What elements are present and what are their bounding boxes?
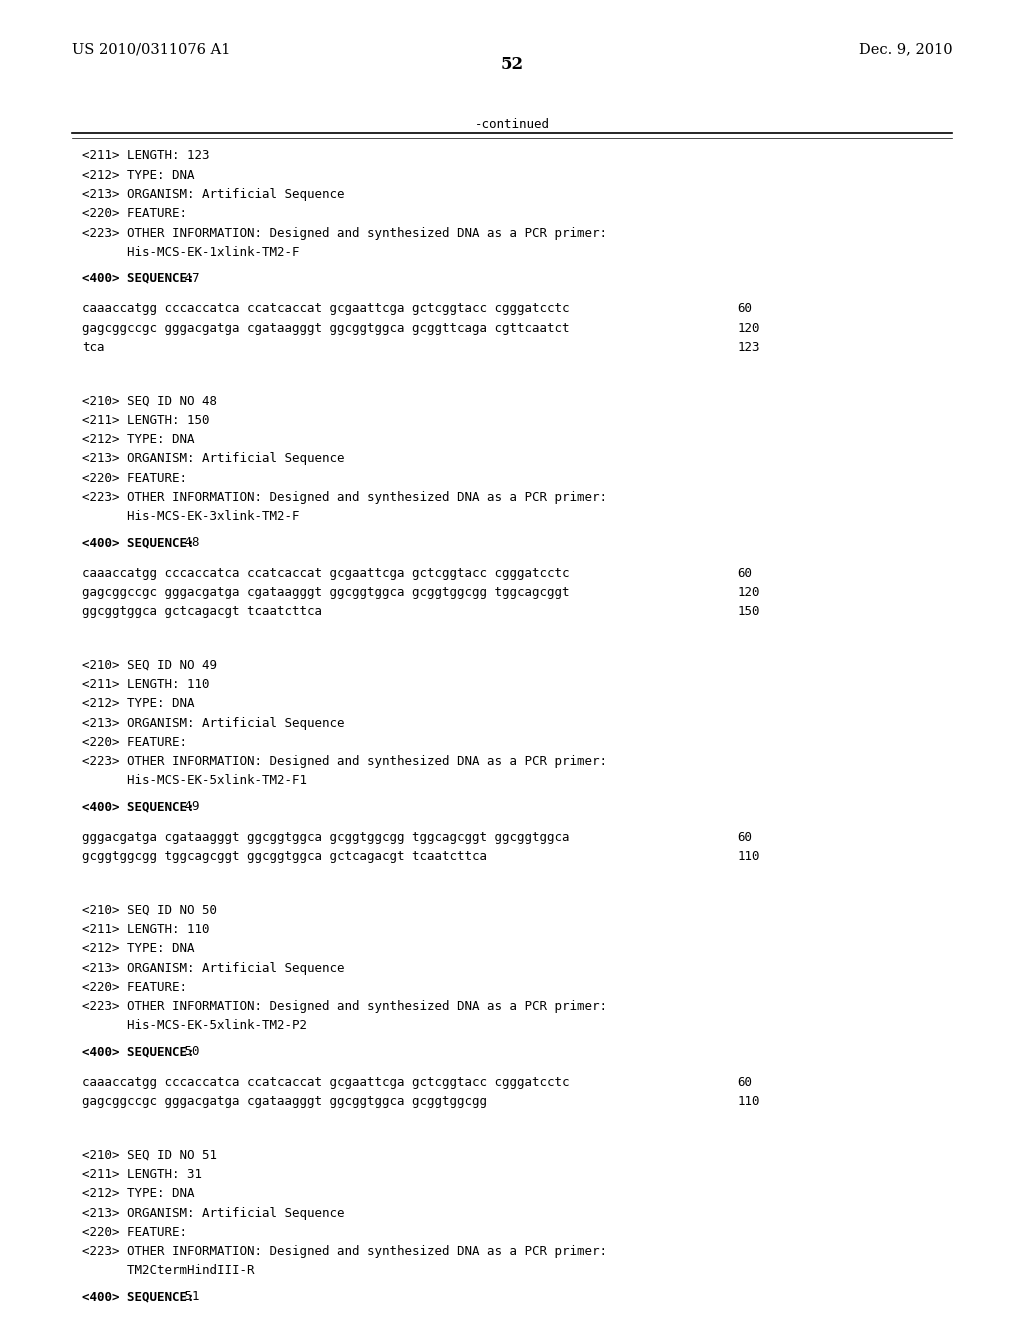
Text: <212> TYPE: DNA: <212> TYPE: DNA [82, 433, 195, 446]
Text: 60: 60 [737, 832, 753, 843]
Text: 52: 52 [501, 55, 523, 73]
Text: caaaccatgg cccaccatca ccatcaccat gcgaattcga gctcggtacc cgggatcctc: caaaccatgg cccaccatca ccatcaccat gcgaatt… [82, 566, 569, 579]
Text: 123: 123 [737, 341, 760, 354]
Text: <400> SEQUENCE:: <400> SEQUENCE: [82, 800, 195, 813]
Text: <223> OTHER INFORMATION: Designed and synthesized DNA as a PCR primer:: <223> OTHER INFORMATION: Designed and sy… [82, 1001, 607, 1014]
Text: ggcggtggca gctcagacgt tcaatcttca: ggcggtggca gctcagacgt tcaatcttca [82, 606, 322, 618]
Text: gagcggccgc gggacgatga cgataagggt ggcggtggca gcggttcaga cgttcaatct: gagcggccgc gggacgatga cgataagggt ggcggtg… [82, 322, 569, 335]
Text: <400> SEQUENCE:: <400> SEQUENCE: [82, 536, 195, 549]
Text: <211> LENGTH: 31: <211> LENGTH: 31 [82, 1168, 202, 1181]
Text: <212> TYPE: DNA: <212> TYPE: DNA [82, 697, 195, 710]
Text: His-MCS-EK-5xlink-TM2-F1: His-MCS-EK-5xlink-TM2-F1 [82, 775, 307, 788]
Text: <213> ORGANISM: Artificial Sequence: <213> ORGANISM: Artificial Sequence [82, 453, 344, 465]
Text: <210> SEQ ID NO 48: <210> SEQ ID NO 48 [82, 395, 217, 408]
Text: gggacgatga cgataagggt ggcggtggca gcggtggcgg tggcagcggt ggcggtggca: gggacgatga cgataagggt ggcggtggca gcggtgg… [82, 832, 569, 843]
Text: His-MCS-EK-1xlink-TM2-F: His-MCS-EK-1xlink-TM2-F [82, 246, 299, 259]
Text: <213> ORGANISM: Artificial Sequence: <213> ORGANISM: Artificial Sequence [82, 961, 344, 974]
Text: 51: 51 [177, 1291, 200, 1303]
Text: caaaccatgg cccaccatca ccatcaccat gcgaattcga gctcggtacc cgggatcctc: caaaccatgg cccaccatca ccatcaccat gcgaatt… [82, 302, 569, 315]
Text: <211> LENGTH: 123: <211> LENGTH: 123 [82, 149, 210, 162]
Text: gcggtggcgg tggcagcggt ggcggtggca gctcagacgt tcaatcttca: gcggtggcgg tggcagcggt ggcggtggca gctcaga… [82, 850, 487, 863]
Text: 110: 110 [737, 850, 760, 863]
Text: <212> TYPE: DNA: <212> TYPE: DNA [82, 942, 195, 956]
Text: TM2CtermHindIII-R: TM2CtermHindIII-R [82, 1265, 254, 1278]
Text: 120: 120 [737, 586, 760, 599]
Text: 60: 60 [737, 1076, 753, 1089]
Text: <223> OTHER INFORMATION: Designed and synthesized DNA as a PCR primer:: <223> OTHER INFORMATION: Designed and sy… [82, 227, 607, 239]
Text: <212> TYPE: DNA: <212> TYPE: DNA [82, 169, 195, 182]
Text: His-MCS-EK-5xlink-TM2-P2: His-MCS-EK-5xlink-TM2-P2 [82, 1019, 307, 1032]
Text: <400> SEQUENCE:: <400> SEQUENCE: [82, 272, 195, 285]
Text: 49: 49 [177, 800, 200, 813]
Text: caaaccatgg cccaccatca ccatcaccat gcgaattcga gctcggtacc cgggatcctc: caaaccatgg cccaccatca ccatcaccat gcgaatt… [82, 1076, 569, 1089]
Text: <223> OTHER INFORMATION: Designed and synthesized DNA as a PCR primer:: <223> OTHER INFORMATION: Designed and sy… [82, 491, 607, 504]
Text: <220> FEATURE:: <220> FEATURE: [82, 207, 187, 220]
Text: <210> SEQ ID NO 50: <210> SEQ ID NO 50 [82, 904, 217, 916]
Text: 47: 47 [177, 272, 200, 285]
Text: <211> LENGTH: 110: <211> LENGTH: 110 [82, 678, 210, 690]
Text: <213> ORGANISM: Artificial Sequence: <213> ORGANISM: Artificial Sequence [82, 1206, 344, 1220]
Text: <220> FEATURE:: <220> FEATURE: [82, 735, 187, 748]
Text: His-MCS-EK-3xlink-TM2-F: His-MCS-EK-3xlink-TM2-F [82, 510, 299, 523]
Text: <211> LENGTH: 110: <211> LENGTH: 110 [82, 923, 210, 936]
Text: US 2010/0311076 A1: US 2010/0311076 A1 [72, 42, 230, 57]
Text: <211> LENGTH: 150: <211> LENGTH: 150 [82, 413, 210, 426]
Text: <220> FEATURE:: <220> FEATURE: [82, 471, 187, 484]
Text: 60: 60 [737, 302, 753, 315]
Text: gagcggccgc gggacgatga cgataagggt ggcggtggca gcggtggcgg tggcagcggt: gagcggccgc gggacgatga cgataagggt ggcggtg… [82, 586, 569, 599]
Text: <213> ORGANISM: Artificial Sequence: <213> ORGANISM: Artificial Sequence [82, 717, 344, 730]
Text: <212> TYPE: DNA: <212> TYPE: DNA [82, 1187, 195, 1200]
Text: 110: 110 [737, 1096, 760, 1109]
Text: 50: 50 [177, 1045, 200, 1059]
Text: <400> SEQUENCE:: <400> SEQUENCE: [82, 1291, 195, 1303]
Text: <223> OTHER INFORMATION: Designed and synthesized DNA as a PCR primer:: <223> OTHER INFORMATION: Designed and sy… [82, 1245, 607, 1258]
Text: <223> OTHER INFORMATION: Designed and synthesized DNA as a PCR primer:: <223> OTHER INFORMATION: Designed and sy… [82, 755, 607, 768]
Text: Dec. 9, 2010: Dec. 9, 2010 [859, 42, 952, 57]
Text: -continued: -continued [474, 119, 550, 131]
Text: <210> SEQ ID NO 51: <210> SEQ ID NO 51 [82, 1148, 217, 1162]
Text: 150: 150 [737, 606, 760, 618]
Text: 48: 48 [177, 536, 200, 549]
Text: <213> ORGANISM: Artificial Sequence: <213> ORGANISM: Artificial Sequence [82, 187, 344, 201]
Text: gagcggccgc gggacgatga cgataagggt ggcggtggca gcggtggcgg: gagcggccgc gggacgatga cgataagggt ggcggtg… [82, 1096, 487, 1109]
Text: 60: 60 [737, 566, 753, 579]
Text: <220> FEATURE:: <220> FEATURE: [82, 981, 187, 994]
Text: <400> SEQUENCE:: <400> SEQUENCE: [82, 1045, 195, 1059]
Text: <220> FEATURE:: <220> FEATURE: [82, 1226, 187, 1239]
Text: tca: tca [82, 341, 104, 354]
Text: <210> SEQ ID NO 49: <210> SEQ ID NO 49 [82, 659, 217, 672]
Text: 120: 120 [737, 322, 760, 335]
